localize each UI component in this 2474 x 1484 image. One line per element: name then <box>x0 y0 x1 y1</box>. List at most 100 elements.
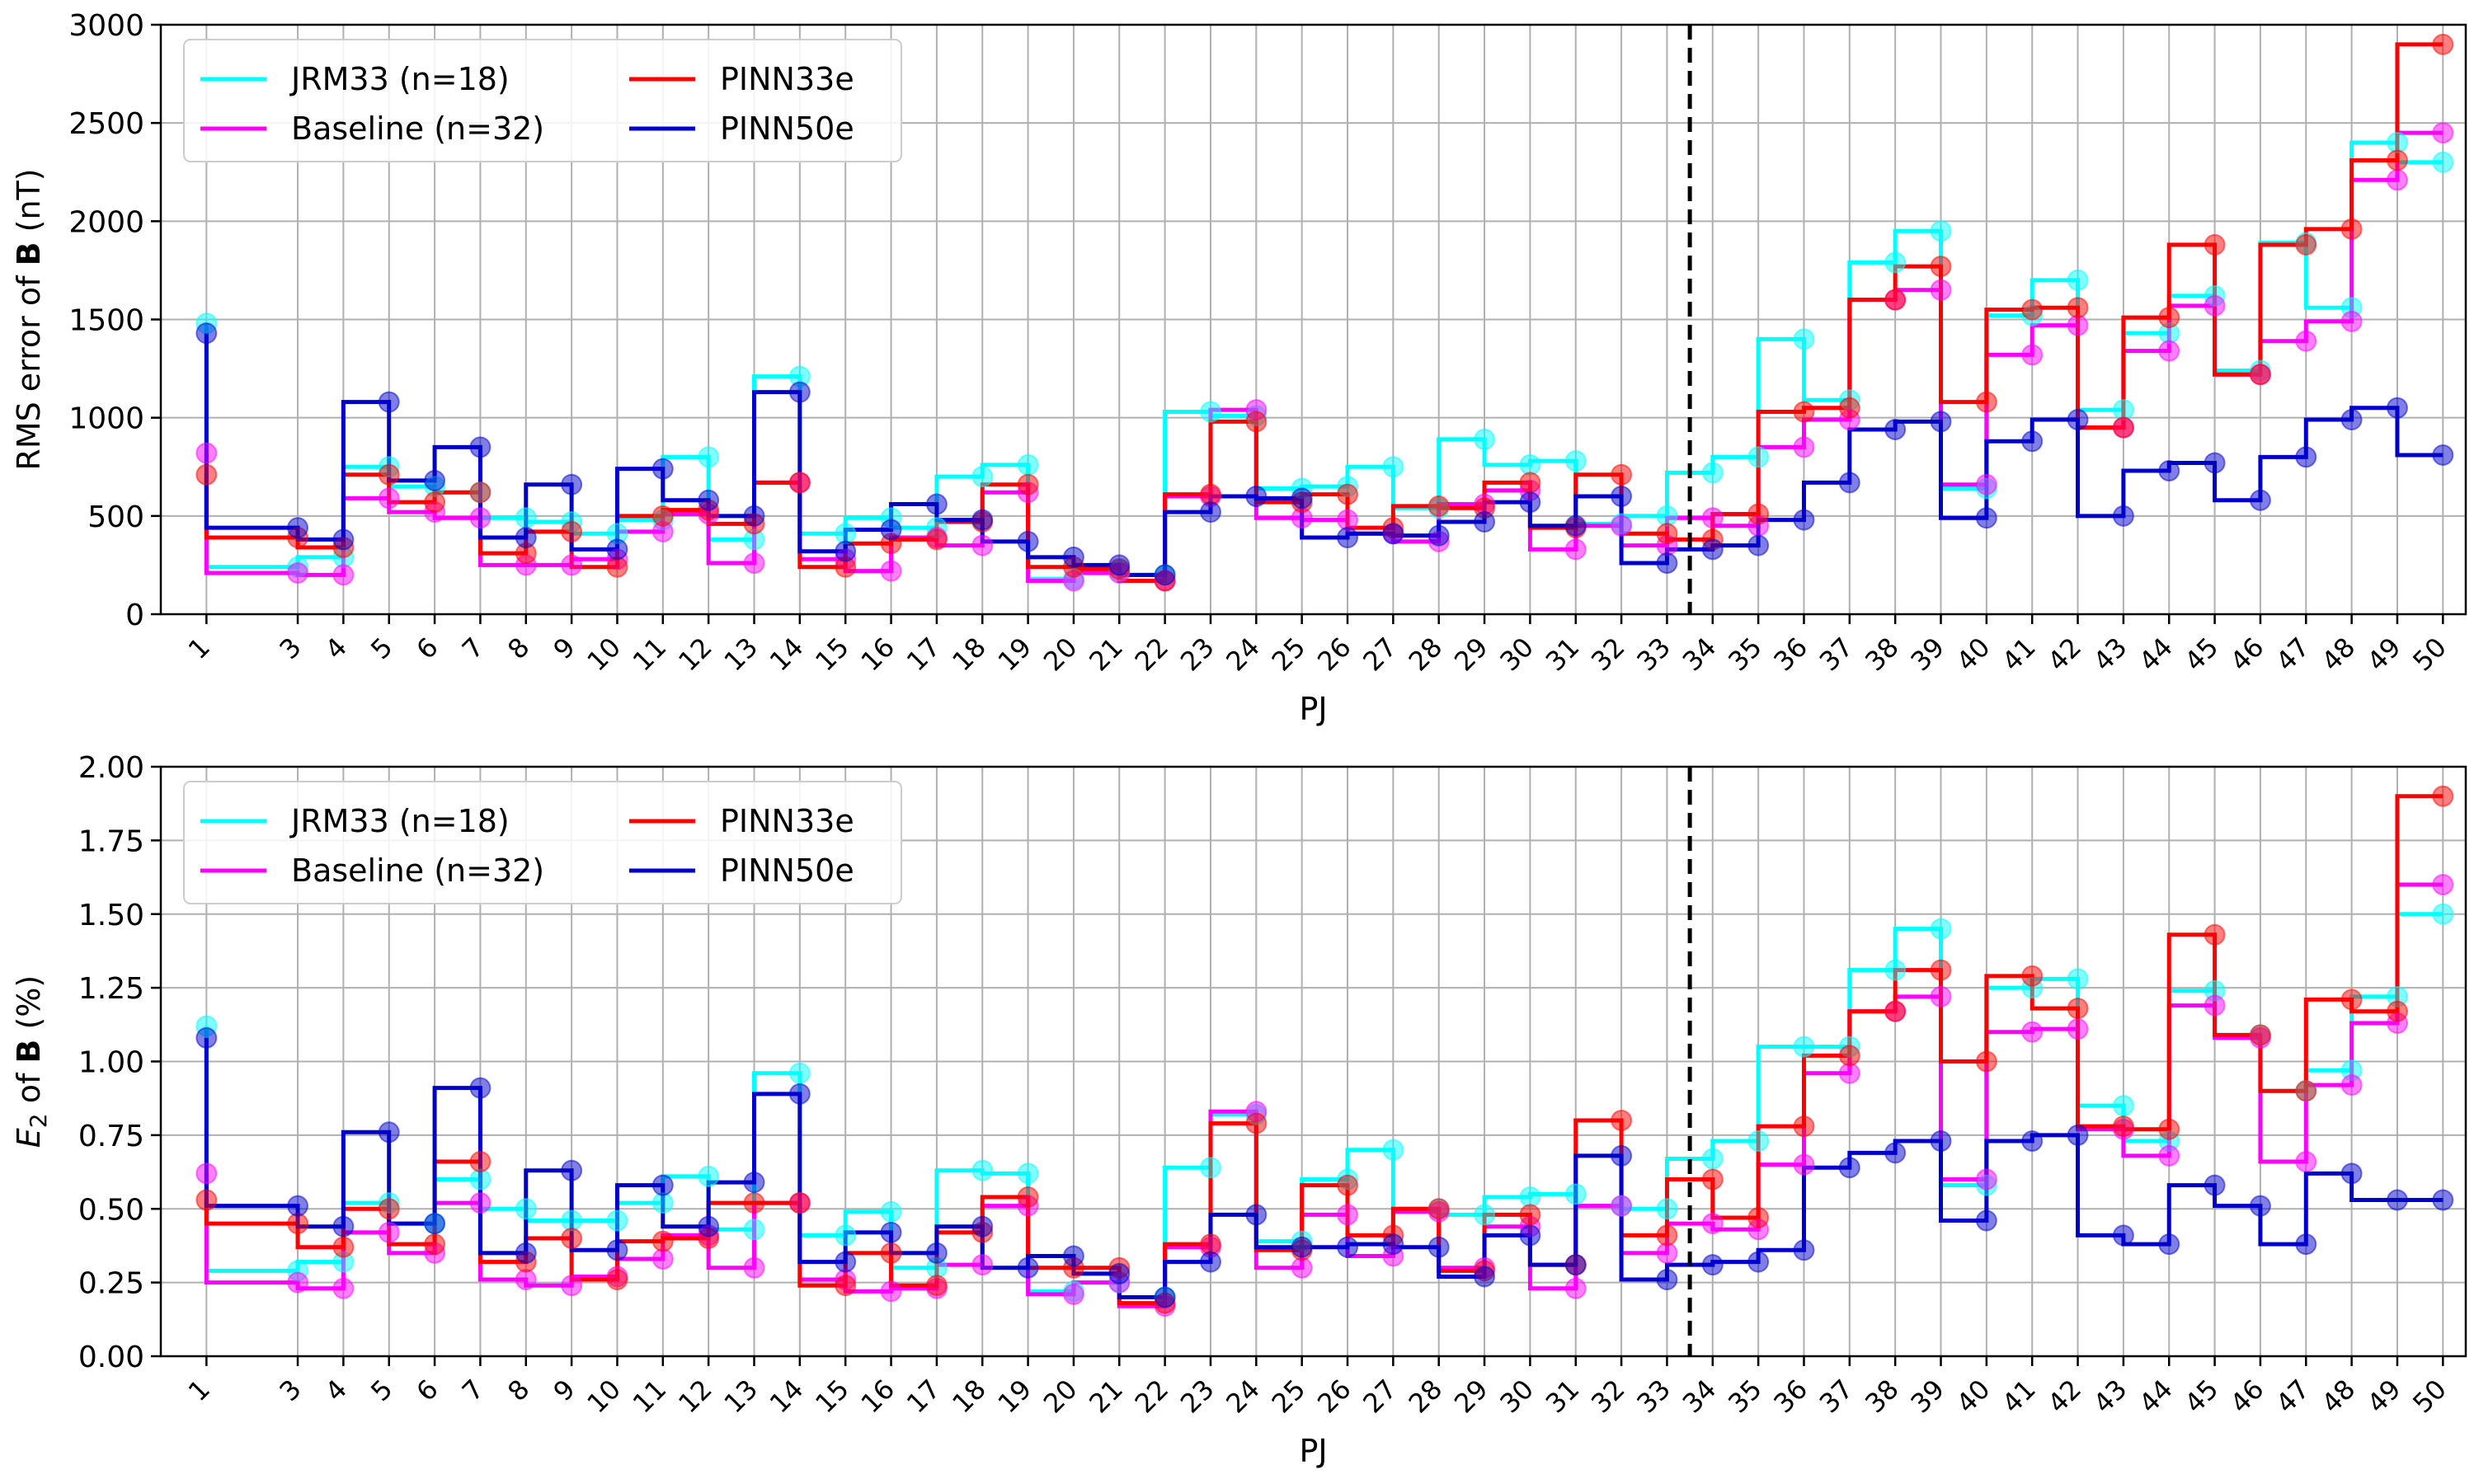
data-point <box>698 1215 720 1237</box>
data-point <box>1564 514 1587 537</box>
data-point <box>1337 509 1359 531</box>
y-tick-label: 500 <box>87 500 144 534</box>
data-point <box>2067 314 2089 336</box>
data-point <box>2249 1024 2271 1046</box>
data-point <box>651 1248 674 1270</box>
data-point <box>1427 524 1450 547</box>
data-point <box>195 1162 218 1185</box>
data-point <box>1930 279 1952 301</box>
data-point <box>287 561 309 584</box>
data-point <box>788 381 811 403</box>
data-point <box>925 1242 948 1264</box>
data-point <box>332 1236 355 1258</box>
data-point <box>1291 487 1313 510</box>
y-tick-label: 2500 <box>68 107 144 141</box>
y-tick-label: 3000 <box>68 9 144 43</box>
data-point <box>2432 1189 2454 1211</box>
data-point <box>880 1221 902 1243</box>
data-point <box>287 1271 309 1294</box>
data-point <box>925 493 948 515</box>
data-point <box>2067 1124 2089 1146</box>
data-point <box>1382 1139 1404 1161</box>
data-point <box>2067 1018 2089 1040</box>
data-point <box>2295 1151 2317 1173</box>
y-axis-label: E2 of B (%) <box>11 975 52 1148</box>
data-point <box>561 554 583 576</box>
data-point <box>1747 446 1770 468</box>
data-point <box>1519 1224 1541 1247</box>
data-point <box>1793 401 1815 423</box>
data-point <box>1017 453 1039 476</box>
data-point <box>698 489 720 511</box>
data-point <box>2021 1021 2044 1043</box>
data-point <box>515 1242 537 1264</box>
data-point <box>651 1192 674 1214</box>
data-point <box>515 1269 537 1291</box>
data-point <box>971 466 994 488</box>
data-point <box>1611 1110 1633 1131</box>
data-point <box>1747 503 1770 525</box>
data-point <box>2432 903 2454 925</box>
data-point <box>1656 1269 1678 1291</box>
data-point <box>1656 552 1678 575</box>
e2-error-panel: 0.000.250.500.751.001.251.501.752.001 3 4 5… <box>11 751 2467 1469</box>
data-point <box>1656 1198 1678 1220</box>
y-tick-label: 2000 <box>68 205 144 239</box>
y-axis-label-prefix: of <box>11 1064 47 1114</box>
data-point <box>2021 965 2044 987</box>
data-point <box>2432 122 2454 144</box>
data-point <box>1656 523 1678 545</box>
data-point <box>195 442 218 464</box>
data-point <box>1701 462 1724 484</box>
data-point <box>1701 1148 1724 1170</box>
data-point <box>971 534 994 556</box>
data-point <box>1337 483 1359 505</box>
data-point <box>1793 1036 1815 1058</box>
data-point <box>1337 1236 1359 1258</box>
data-point <box>1062 1245 1084 1267</box>
data-point <box>1975 1209 1997 1232</box>
data-point <box>2249 1195 2271 1217</box>
data-point <box>698 1165 720 1187</box>
data-point <box>2158 460 2180 482</box>
y-axis-label-subscript: 2 <box>25 1113 52 1128</box>
data-point <box>2158 1118 2180 1140</box>
data-point <box>1930 411 1952 433</box>
data-point <box>2204 452 2226 474</box>
data-point <box>1519 491 1541 514</box>
data-point <box>835 523 857 545</box>
legend-label: PINN50e <box>720 110 854 147</box>
data-point <box>1975 473 1997 495</box>
data-point <box>332 528 355 551</box>
data-point <box>2067 269 2089 291</box>
data-point <box>1564 1183 1587 1205</box>
data-point <box>1199 501 1221 524</box>
data-point <box>1337 1174 1359 1196</box>
data-point <box>424 491 446 514</box>
data-point <box>1611 463 1633 486</box>
data-point <box>2340 218 2363 240</box>
data-point <box>2295 330 2317 352</box>
y-tick-label: 0.50 <box>78 1193 144 1227</box>
legend-label: Baseline (n=32) <box>291 852 544 889</box>
data-point <box>1108 554 1131 576</box>
y-axis-label-bold: B <box>11 1040 47 1064</box>
data-point <box>1382 1233 1404 1256</box>
data-point <box>1062 1283 1084 1305</box>
data-point <box>2021 1130 2044 1153</box>
data-point <box>1701 1213 1724 1235</box>
data-point <box>2067 409 2089 431</box>
data-point <box>1838 472 1860 494</box>
data-point <box>1337 527 1359 549</box>
data-point <box>835 1224 857 1247</box>
data-point <box>2386 1189 2408 1211</box>
data-point <box>1747 1206 1770 1228</box>
data-point <box>1793 1153 1815 1176</box>
data-point <box>1108 1262 1131 1284</box>
data-point <box>1884 251 1907 274</box>
data-point <box>1017 1256 1039 1279</box>
data-point <box>1245 411 1268 433</box>
data-point <box>287 517 309 539</box>
data-point <box>378 487 400 510</box>
